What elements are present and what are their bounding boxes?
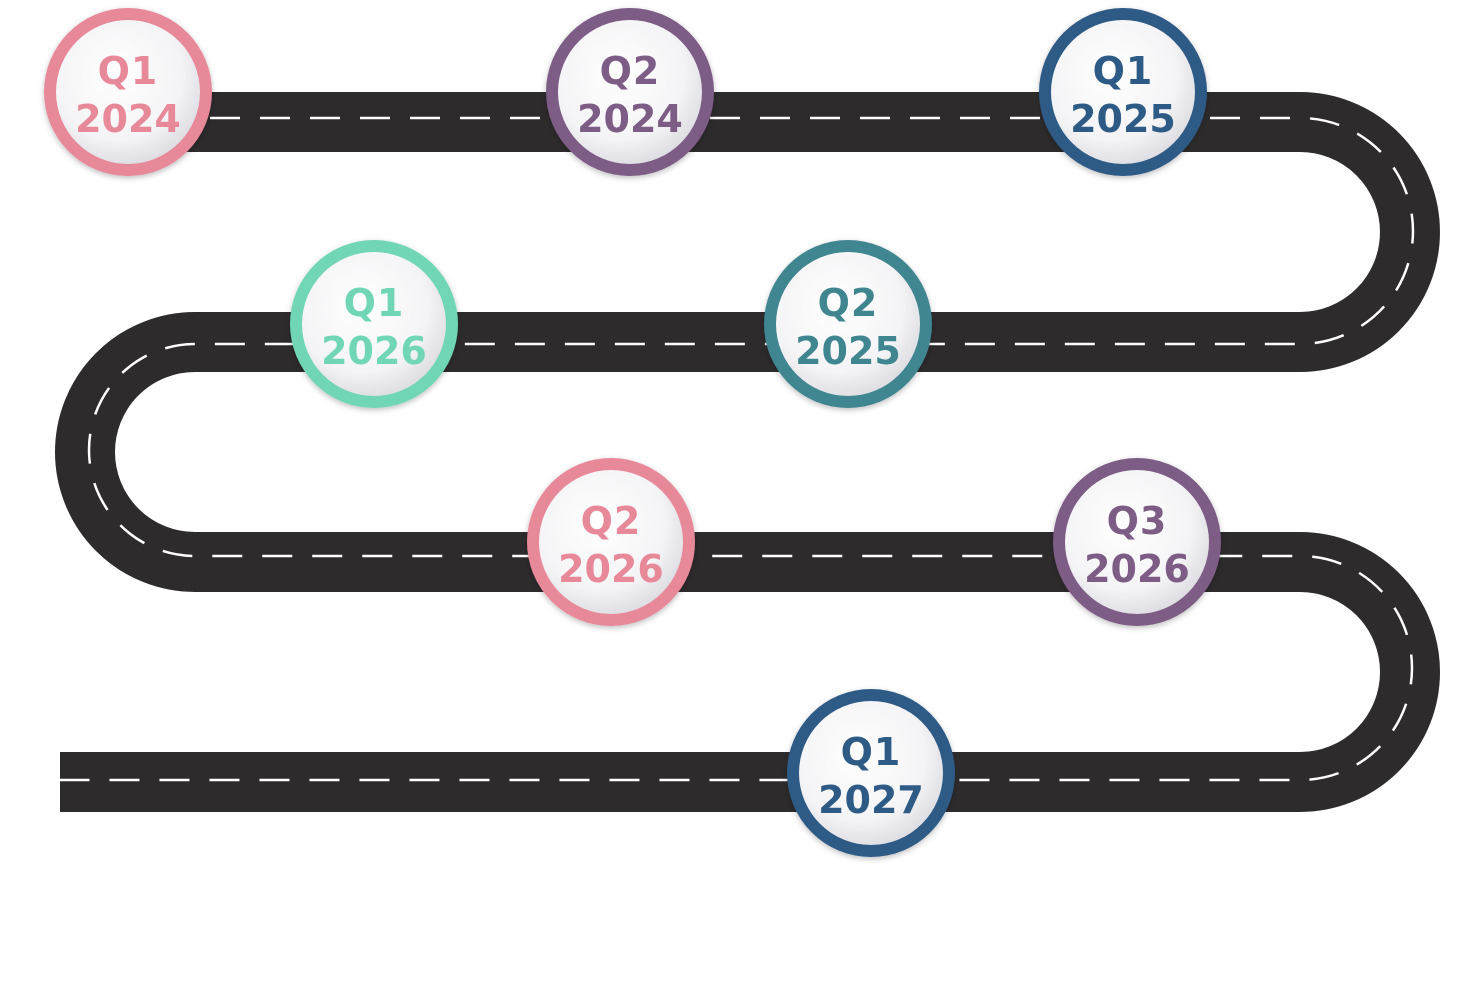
milestone-year-label: 2027 <box>818 778 924 822</box>
milestone-year-label: 2024 <box>75 97 181 141</box>
milestone-year-label: 2026 <box>321 329 427 373</box>
milestone-disc <box>302 252 446 396</box>
milestone-disc <box>799 701 943 845</box>
milestone-quarter-label: Q2 <box>600 49 661 93</box>
milestone-quarter-label: Q3 <box>1107 499 1168 543</box>
milestones: Q12024Q22024Q12025Q12026Q22025Q22026Q320… <box>44 8 1221 857</box>
milestone-year-label: 2025 <box>1070 97 1176 141</box>
milestone-quarter-label: Q1 <box>1093 49 1154 93</box>
milestone-disc <box>539 470 683 614</box>
milestone-year-label: 2024 <box>577 97 683 141</box>
milestone-year-label: 2026 <box>1084 547 1190 591</box>
milestone-disc <box>1065 470 1209 614</box>
winding-road <box>55 92 1440 812</box>
milestone-year-label: 2025 <box>795 329 901 373</box>
milestone-quarter-label: Q2 <box>818 281 879 325</box>
milestone-disc <box>558 20 702 164</box>
road-surface <box>55 92 1440 812</box>
milestone-disc <box>776 252 920 396</box>
milestone-disc <box>1051 20 1195 164</box>
milestone-year-label: 2026 <box>558 547 664 591</box>
milestone-disc <box>56 20 200 164</box>
milestone-quarter-label: Q1 <box>98 49 159 93</box>
road-lane-dashes <box>60 116 1415 782</box>
milestone-quarter-label: Q1 <box>344 281 405 325</box>
milestone-quarter-label: Q2 <box>581 499 642 543</box>
milestone-quarter-label: Q1 <box>841 730 902 774</box>
